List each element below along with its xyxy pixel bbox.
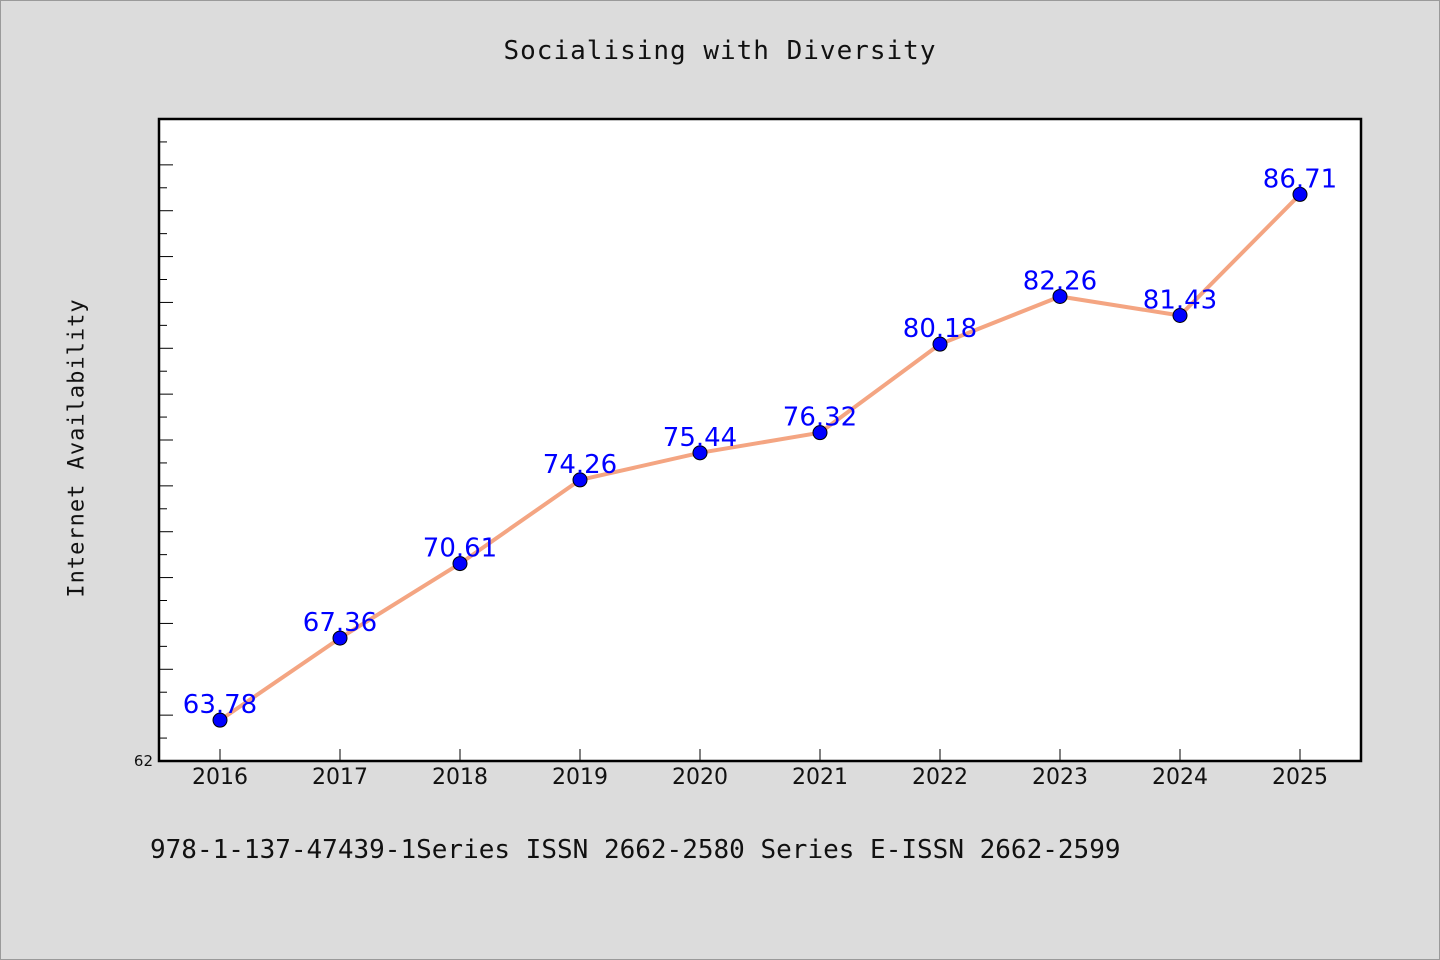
data-label: 75.44 [663,423,737,453]
data-label: 67.36 [303,608,377,638]
x-tick-label: 2022 [912,765,968,790]
x-tick-label: 2025 [1272,765,1328,790]
data-point [932,336,948,352]
footer-isbn-text: 978-1-137-47439-1Series ISSN 2662-2580 S… [150,835,1121,865]
data-point [212,712,228,728]
x-tick-label: 2023 [1032,765,1088,790]
data-point [1052,288,1068,304]
y-axis-ticks: 62 [134,118,173,770]
y-tick-label: 62 [134,752,153,770]
x-tick-label: 2021 [792,765,848,790]
x-axis-ticks: 2016 2017 2018 2019 2020 2021 2022 2023 2024 2025 [192,749,1328,790]
x-tick-label: 2024 [1152,765,1208,790]
data-labels: 63.78 67.36 70.61 74.26 75.44 76.32 80.18 82.26… [183,164,1337,720]
x-tick-label: 2017 [312,765,368,790]
data-markers [212,186,1308,728]
x-tick-label: 2016 [192,765,248,790]
x-tick-label: 2019 [552,765,608,790]
data-point [1172,307,1188,323]
data-label: 63.78 [183,690,257,720]
data-label: 82.26 [1023,266,1097,296]
data-label: 70.61 [423,534,497,564]
series-line [218,192,1302,723]
data-label: 76.32 [783,403,857,433]
plot-area [157,117,1363,763]
data-label: 81.43 [1143,285,1217,315]
x-tick-label: 2018 [432,765,488,790]
data-point [332,630,348,646]
data-label: 74.26 [543,450,617,480]
chart-title: Socialising with Diversity [503,36,937,66]
data-point [1292,186,1308,202]
data-point [572,472,588,488]
data-label: 80.18 [903,314,977,344]
data-point [812,425,828,441]
data-label: 86.71 [1263,164,1337,194]
data-point [692,445,708,461]
data-point [452,556,468,572]
x-tick-label: 2020 [672,765,728,790]
